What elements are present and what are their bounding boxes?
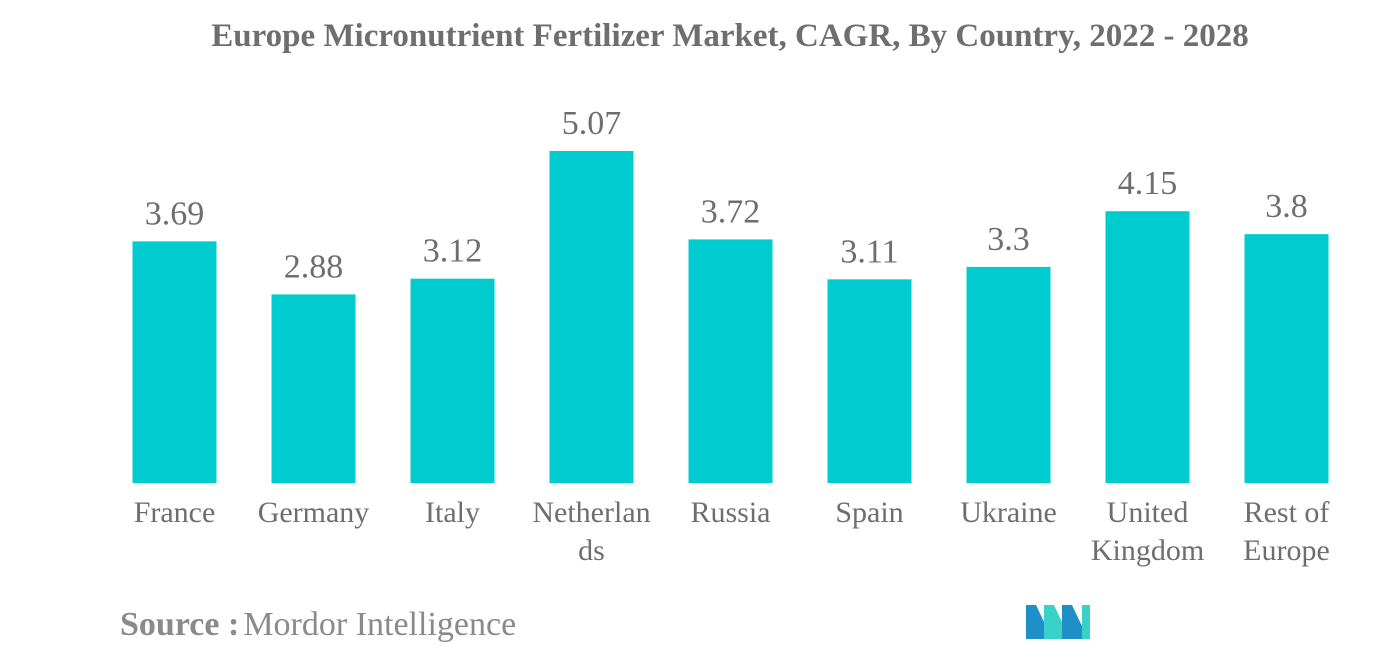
category-label-line: Netherlan: [532, 496, 650, 529]
category-label-line: Kingdom: [1091, 534, 1204, 567]
value-labels-group: 3.69 2.88 3.12 5.07 3.72 3.11 3.3 4.15 3.8: [145, 105, 1308, 285]
bar: [410, 278, 495, 483]
category-labels-group: France Germany Italy Netherlan ds Russia Spain…: [134, 496, 1330, 567]
category-label: France: [134, 496, 216, 529]
logo-right-stroke: [1062, 605, 1088, 639]
category-label-line: ds: [578, 534, 605, 567]
category-label: Netherlan ds: [532, 496, 650, 567]
category-label-line: Ukraine: [960, 496, 1057, 529]
category-label: Ukraine: [960, 496, 1057, 529]
source-value: Mordor Intelligence: [243, 606, 517, 643]
bar-value-label: 2.88: [284, 248, 344, 285]
category-label: Italy: [425, 496, 480, 529]
bar-value-label: 3.8: [1265, 188, 1308, 225]
bar: [688, 239, 773, 483]
category-label: Germany: [258, 496, 370, 529]
source-label: Source :: [120, 606, 240, 643]
category-label-line: Rest of: [1244, 496, 1330, 529]
bar-value-label: 3.11: [840, 233, 898, 270]
category-label-line: Italy: [425, 496, 480, 529]
category-label-line: France: [134, 496, 216, 529]
bar: [827, 279, 912, 483]
category-label: Russia: [690, 496, 770, 529]
bars-group: [132, 151, 1329, 484]
bar: [966, 266, 1051, 483]
bar: [1105, 211, 1190, 484]
category-label-line: Russia: [690, 496, 770, 529]
bar: [1244, 234, 1329, 483]
bar-value-label: 5.07: [562, 105, 622, 142]
bar: [549, 151, 634, 483]
category-label-line: United: [1107, 496, 1189, 529]
logo-right-bar: [1082, 605, 1090, 639]
bar-value-label: 3.69: [145, 195, 205, 232]
bar-value-label: 3.3: [987, 221, 1030, 258]
category-label-line: Spain: [835, 496, 903, 529]
category-label: United Kingdom: [1091, 496, 1204, 567]
mordor-intelligence-logo-icon: [1026, 605, 1090, 639]
category-label-line: Europe: [1243, 534, 1330, 567]
bar: [271, 294, 356, 483]
bar-value-label: 3.72: [701, 193, 761, 230]
category-label: Rest of Europe: [1243, 496, 1330, 567]
chart-title: Europe Micronutrient Fertilizer Market, …: [211, 18, 1249, 54]
bar-value-label: 4.15: [1118, 165, 1178, 202]
bar-value-label: 3.12: [423, 233, 483, 270]
bar: [132, 241, 217, 483]
category-label-line: Germany: [258, 496, 370, 529]
source-line: Source : Mordor Intelligence: [120, 606, 516, 644]
category-label: Spain: [835, 496, 903, 529]
